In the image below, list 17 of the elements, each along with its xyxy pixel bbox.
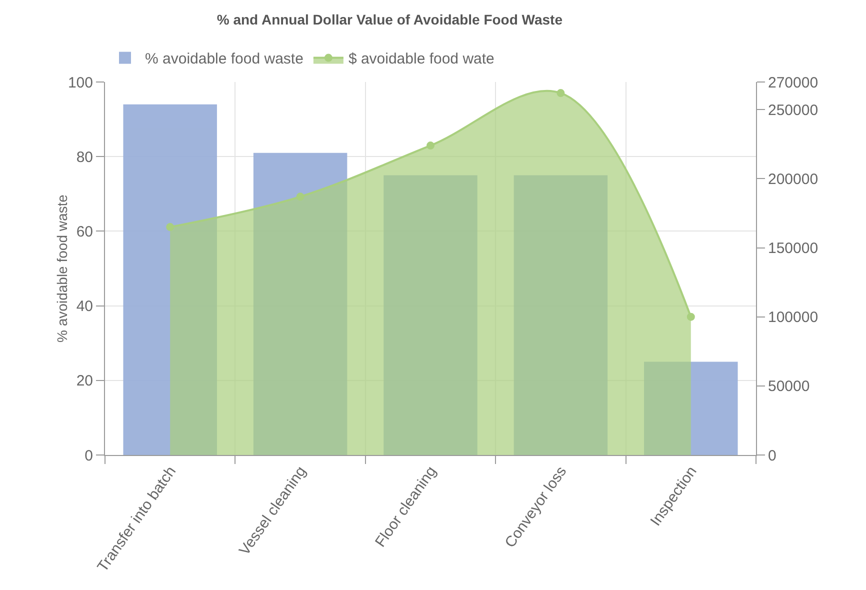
y2-tick-label: 100000 — [768, 309, 818, 326]
y2-tick-label: 50000 — [768, 378, 810, 396]
y2-tick-label: 270000 — [768, 74, 818, 92]
y-tick-label: 100 — [68, 74, 93, 92]
y-tick-label: 40 — [76, 298, 93, 316]
y-tick-label: 80 — [76, 148, 93, 166]
y2-tick-label: 0 — [768, 447, 776, 464]
y-tick-label: 20 — [76, 372, 93, 390]
y-tick-label: 0 — [84, 447, 93, 464]
legend-label: $ avoidable food wate — [348, 50, 494, 68]
y2-tick-label: 200000 — [768, 170, 818, 188]
chart-title: % and Annual Dollar Value of Avoidable Food Waste — [216, 12, 563, 28]
y-tick-label: 60 — [76, 223, 93, 240]
y2-tick-label: 150000 — [768, 240, 818, 258]
y-axis-title: % avoidable food waste — [54, 194, 70, 342]
y2-tick-label: 250000 — [768, 102, 818, 119]
legend-label: % avoidable food waste — [145, 50, 304, 68]
